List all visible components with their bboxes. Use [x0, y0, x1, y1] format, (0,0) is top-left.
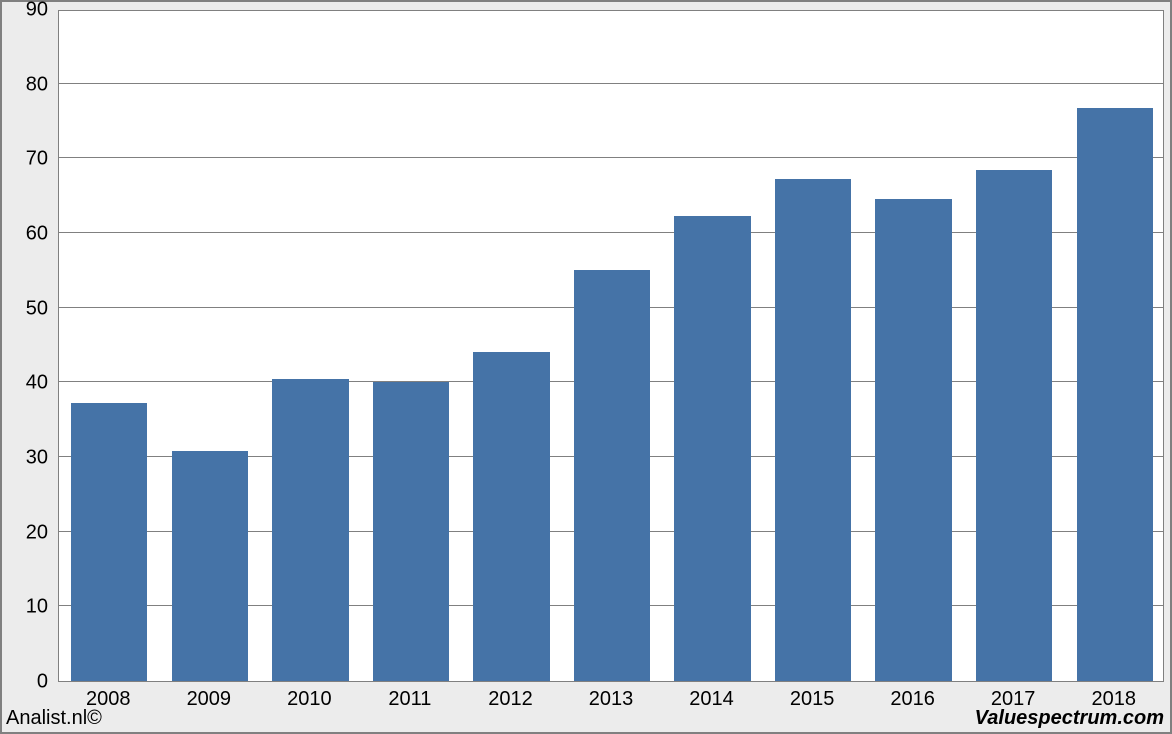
x-tick-label: 2012	[488, 688, 533, 711]
gridline	[59, 83, 1163, 84]
bar	[775, 179, 851, 681]
x-tick-label: 2011	[388, 688, 431, 711]
bar	[473, 352, 549, 681]
x-tick-label: 2009	[187, 688, 232, 711]
footer-left-credit: Analist.nl©	[6, 707, 102, 730]
y-tick-label: 0	[2, 671, 48, 694]
bar	[272, 379, 348, 681]
chart-frame: 0102030405060708090 20082009201020112012…	[0, 0, 1172, 734]
plot-area	[58, 10, 1164, 682]
gridline	[59, 157, 1163, 158]
bar	[574, 270, 650, 681]
y-tick-label: 90	[2, 0, 48, 22]
x-tick-label: 2014	[689, 688, 734, 711]
bar	[976, 170, 1052, 681]
y-tick-label: 40	[2, 372, 48, 395]
x-tick-label: 2016	[890, 688, 935, 711]
bar	[1077, 108, 1153, 681]
x-tick-label: 2010	[287, 688, 332, 711]
y-tick-label: 30	[2, 447, 48, 470]
y-tick-label: 60	[2, 223, 48, 246]
y-tick-label: 20	[2, 521, 48, 544]
y-tick-label: 80	[2, 73, 48, 96]
bar	[674, 216, 750, 681]
y-tick-label: 70	[2, 148, 48, 171]
y-tick-label: 50	[2, 297, 48, 320]
bar	[172, 451, 248, 681]
x-tick-label: 2015	[790, 688, 835, 711]
bar	[71, 403, 147, 682]
y-tick-label: 10	[2, 596, 48, 619]
x-tick-label: 2013	[589, 688, 634, 711]
footer-right-credit: Valuespectrum.com	[975, 707, 1164, 730]
bar	[373, 382, 449, 681]
bar	[875, 199, 951, 681]
